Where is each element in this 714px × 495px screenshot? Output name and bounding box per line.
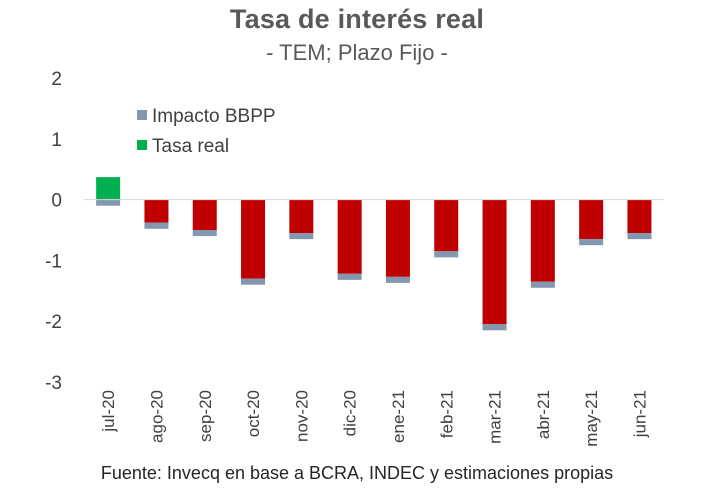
x-tick-label: jul-20 <box>99 390 118 433</box>
chart-subtitle: - TEM; Plazo Fijo - <box>266 40 448 65</box>
bar-tasa-real-dic-20 <box>337 199 362 274</box>
bar-tasa-real-nov-20 <box>289 199 314 234</box>
x-tick-label: nov-20 <box>292 390 311 442</box>
x-tick-label: mar-21 <box>486 390 505 444</box>
bar-impacto-bbpp-dic-20 <box>337 273 362 280</box>
y-tick-label: 0 <box>51 191 62 212</box>
bar-impacto-bbpp-jun-21 <box>627 233 652 240</box>
bar-tasa-real-ago-20 <box>144 199 169 223</box>
bar-impacto-bbpp-nov-20 <box>289 233 314 240</box>
x-tick-label: feb-21 <box>437 390 456 438</box>
bar-impacto-bbpp-jul-20 <box>96 199 121 206</box>
x-tick-label: dic-20 <box>341 390 360 436</box>
bar-tasa-real-mar-21 <box>482 199 507 325</box>
bar-impacto-bbpp-abr-21 <box>530 281 555 288</box>
y-tick-label: -1 <box>45 251 62 272</box>
legend-swatch-tasa-real <box>137 140 147 150</box>
y-tick-label: -3 <box>45 373 62 394</box>
x-tick-label: sep-20 <box>196 390 215 442</box>
bar-impacto-bbpp-mar-21 <box>482 324 507 331</box>
bar-tasa-real-feb-21 <box>434 199 459 252</box>
legend-label-tasa-real: Tasa real <box>152 136 229 157</box>
bar-tasa-real-ene-21 <box>385 199 410 277</box>
x-tick-label: oct-20 <box>244 390 263 437</box>
x-axis-ticks: jul-20 ago-20 sep-20 oct-20 nov-20 dic-20 ene-… <box>99 390 649 447</box>
bar-tasa-real-sep-20 <box>192 199 217 230</box>
x-tick-label: may-21 <box>582 390 601 447</box>
bar-tasa-real-jun-21 <box>627 199 652 234</box>
x-tick-label: ene-21 <box>389 390 408 443</box>
bar-tasa-real-jul-20 <box>96 177 121 200</box>
x-tick-label: ago-20 <box>147 390 166 443</box>
y-axis-ticks: 2 1 0 -1 -2 -3 <box>45 69 62 394</box>
legend-label-impacto-bbpp: Impacto BBPP <box>152 106 276 127</box>
x-tick-label: jun-21 <box>630 390 649 438</box>
bar-impacto-bbpp-oct-20 <box>241 278 266 285</box>
bars <box>96 177 652 331</box>
bar-impacto-bbpp-ene-21 <box>385 276 410 283</box>
bar-impacto-bbpp-feb-21 <box>434 251 459 258</box>
bar-tasa-real-may-21 <box>579 199 604 240</box>
bar-tasa-real-abr-21 <box>530 199 555 282</box>
legend-swatch-impacto-bbpp <box>137 110 147 120</box>
legend: Impacto BBPP Tasa real <box>137 106 276 157</box>
y-tick-label: 2 <box>51 69 62 90</box>
y-tick-label: -2 <box>45 312 62 333</box>
bar-tasa-real-oct-20 <box>241 199 266 279</box>
bar-impacto-bbpp-may-21 <box>579 239 604 246</box>
chart-title: Tasa de interés real <box>229 4 485 34</box>
source-note: Fuente: Invecq en base a BCRA, INDEC y e… <box>100 463 614 483</box>
y-tick-label: 1 <box>51 130 62 151</box>
bar-impacto-bbpp-sep-20 <box>192 230 217 237</box>
x-tick-label: abr-21 <box>534 390 553 439</box>
bar-impacto-bbpp-ago-20 <box>144 222 169 229</box>
